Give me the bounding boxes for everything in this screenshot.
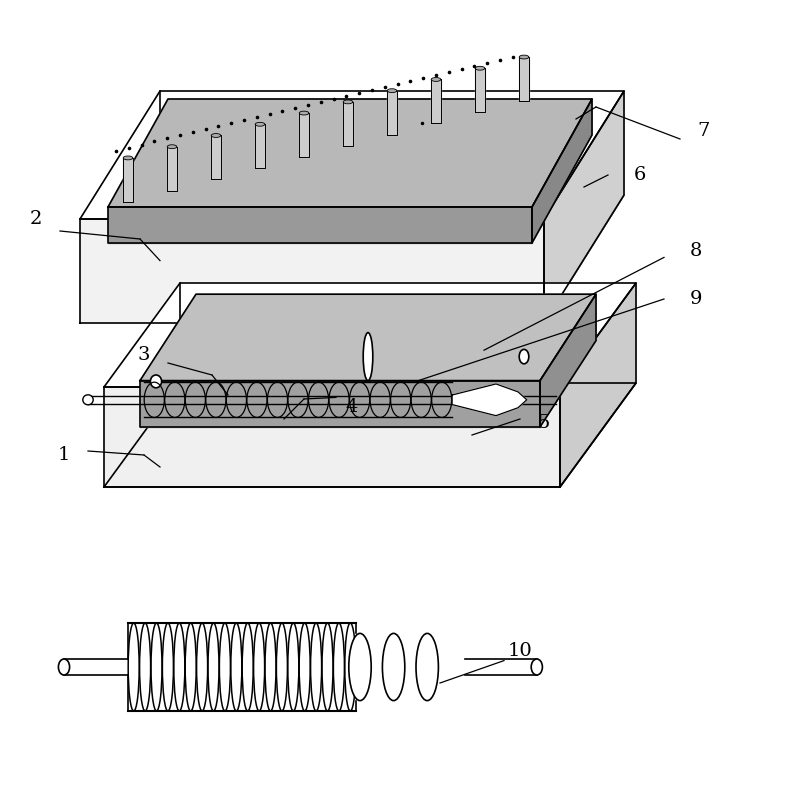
Polygon shape bbox=[167, 147, 177, 191]
Polygon shape bbox=[431, 80, 441, 123]
Text: 3: 3 bbox=[138, 346, 150, 364]
Polygon shape bbox=[560, 283, 636, 487]
Ellipse shape bbox=[387, 89, 397, 93]
Ellipse shape bbox=[382, 634, 405, 700]
Polygon shape bbox=[519, 57, 529, 101]
Ellipse shape bbox=[475, 66, 485, 70]
Polygon shape bbox=[452, 384, 526, 416]
Ellipse shape bbox=[150, 375, 162, 388]
Ellipse shape bbox=[519, 349, 529, 364]
Polygon shape bbox=[299, 113, 309, 157]
Polygon shape bbox=[140, 294, 596, 380]
Text: 10: 10 bbox=[508, 642, 532, 660]
Polygon shape bbox=[123, 158, 133, 202]
Text: 2: 2 bbox=[30, 210, 42, 228]
Ellipse shape bbox=[363, 333, 373, 380]
Polygon shape bbox=[387, 90, 397, 135]
Ellipse shape bbox=[416, 634, 438, 700]
Ellipse shape bbox=[255, 123, 265, 127]
Ellipse shape bbox=[167, 145, 177, 148]
Ellipse shape bbox=[519, 55, 529, 59]
Ellipse shape bbox=[58, 659, 70, 675]
Text: 1: 1 bbox=[58, 446, 70, 464]
Text: 7: 7 bbox=[698, 122, 710, 140]
Text: 9: 9 bbox=[690, 290, 702, 308]
Polygon shape bbox=[343, 102, 353, 146]
Polygon shape bbox=[255, 124, 265, 168]
Polygon shape bbox=[108, 99, 592, 207]
Polygon shape bbox=[108, 207, 532, 243]
Text: 4: 4 bbox=[346, 398, 358, 416]
Ellipse shape bbox=[531, 659, 542, 675]
Ellipse shape bbox=[343, 100, 353, 104]
Polygon shape bbox=[540, 294, 596, 427]
Ellipse shape bbox=[299, 111, 309, 115]
Polygon shape bbox=[104, 283, 636, 387]
Polygon shape bbox=[475, 69, 485, 112]
Ellipse shape bbox=[349, 634, 371, 700]
Polygon shape bbox=[532, 99, 592, 243]
Ellipse shape bbox=[211, 134, 221, 137]
Text: 6: 6 bbox=[634, 166, 646, 184]
Polygon shape bbox=[80, 195, 624, 323]
Ellipse shape bbox=[83, 395, 93, 405]
Ellipse shape bbox=[123, 156, 133, 160]
Polygon shape bbox=[104, 383, 636, 487]
Polygon shape bbox=[140, 380, 540, 427]
Text: 5: 5 bbox=[538, 414, 550, 432]
Polygon shape bbox=[211, 135, 221, 180]
Polygon shape bbox=[544, 91, 624, 323]
Ellipse shape bbox=[431, 77, 441, 81]
Polygon shape bbox=[80, 219, 544, 323]
Polygon shape bbox=[104, 387, 560, 487]
Polygon shape bbox=[80, 91, 624, 219]
Text: 8: 8 bbox=[690, 242, 702, 260]
